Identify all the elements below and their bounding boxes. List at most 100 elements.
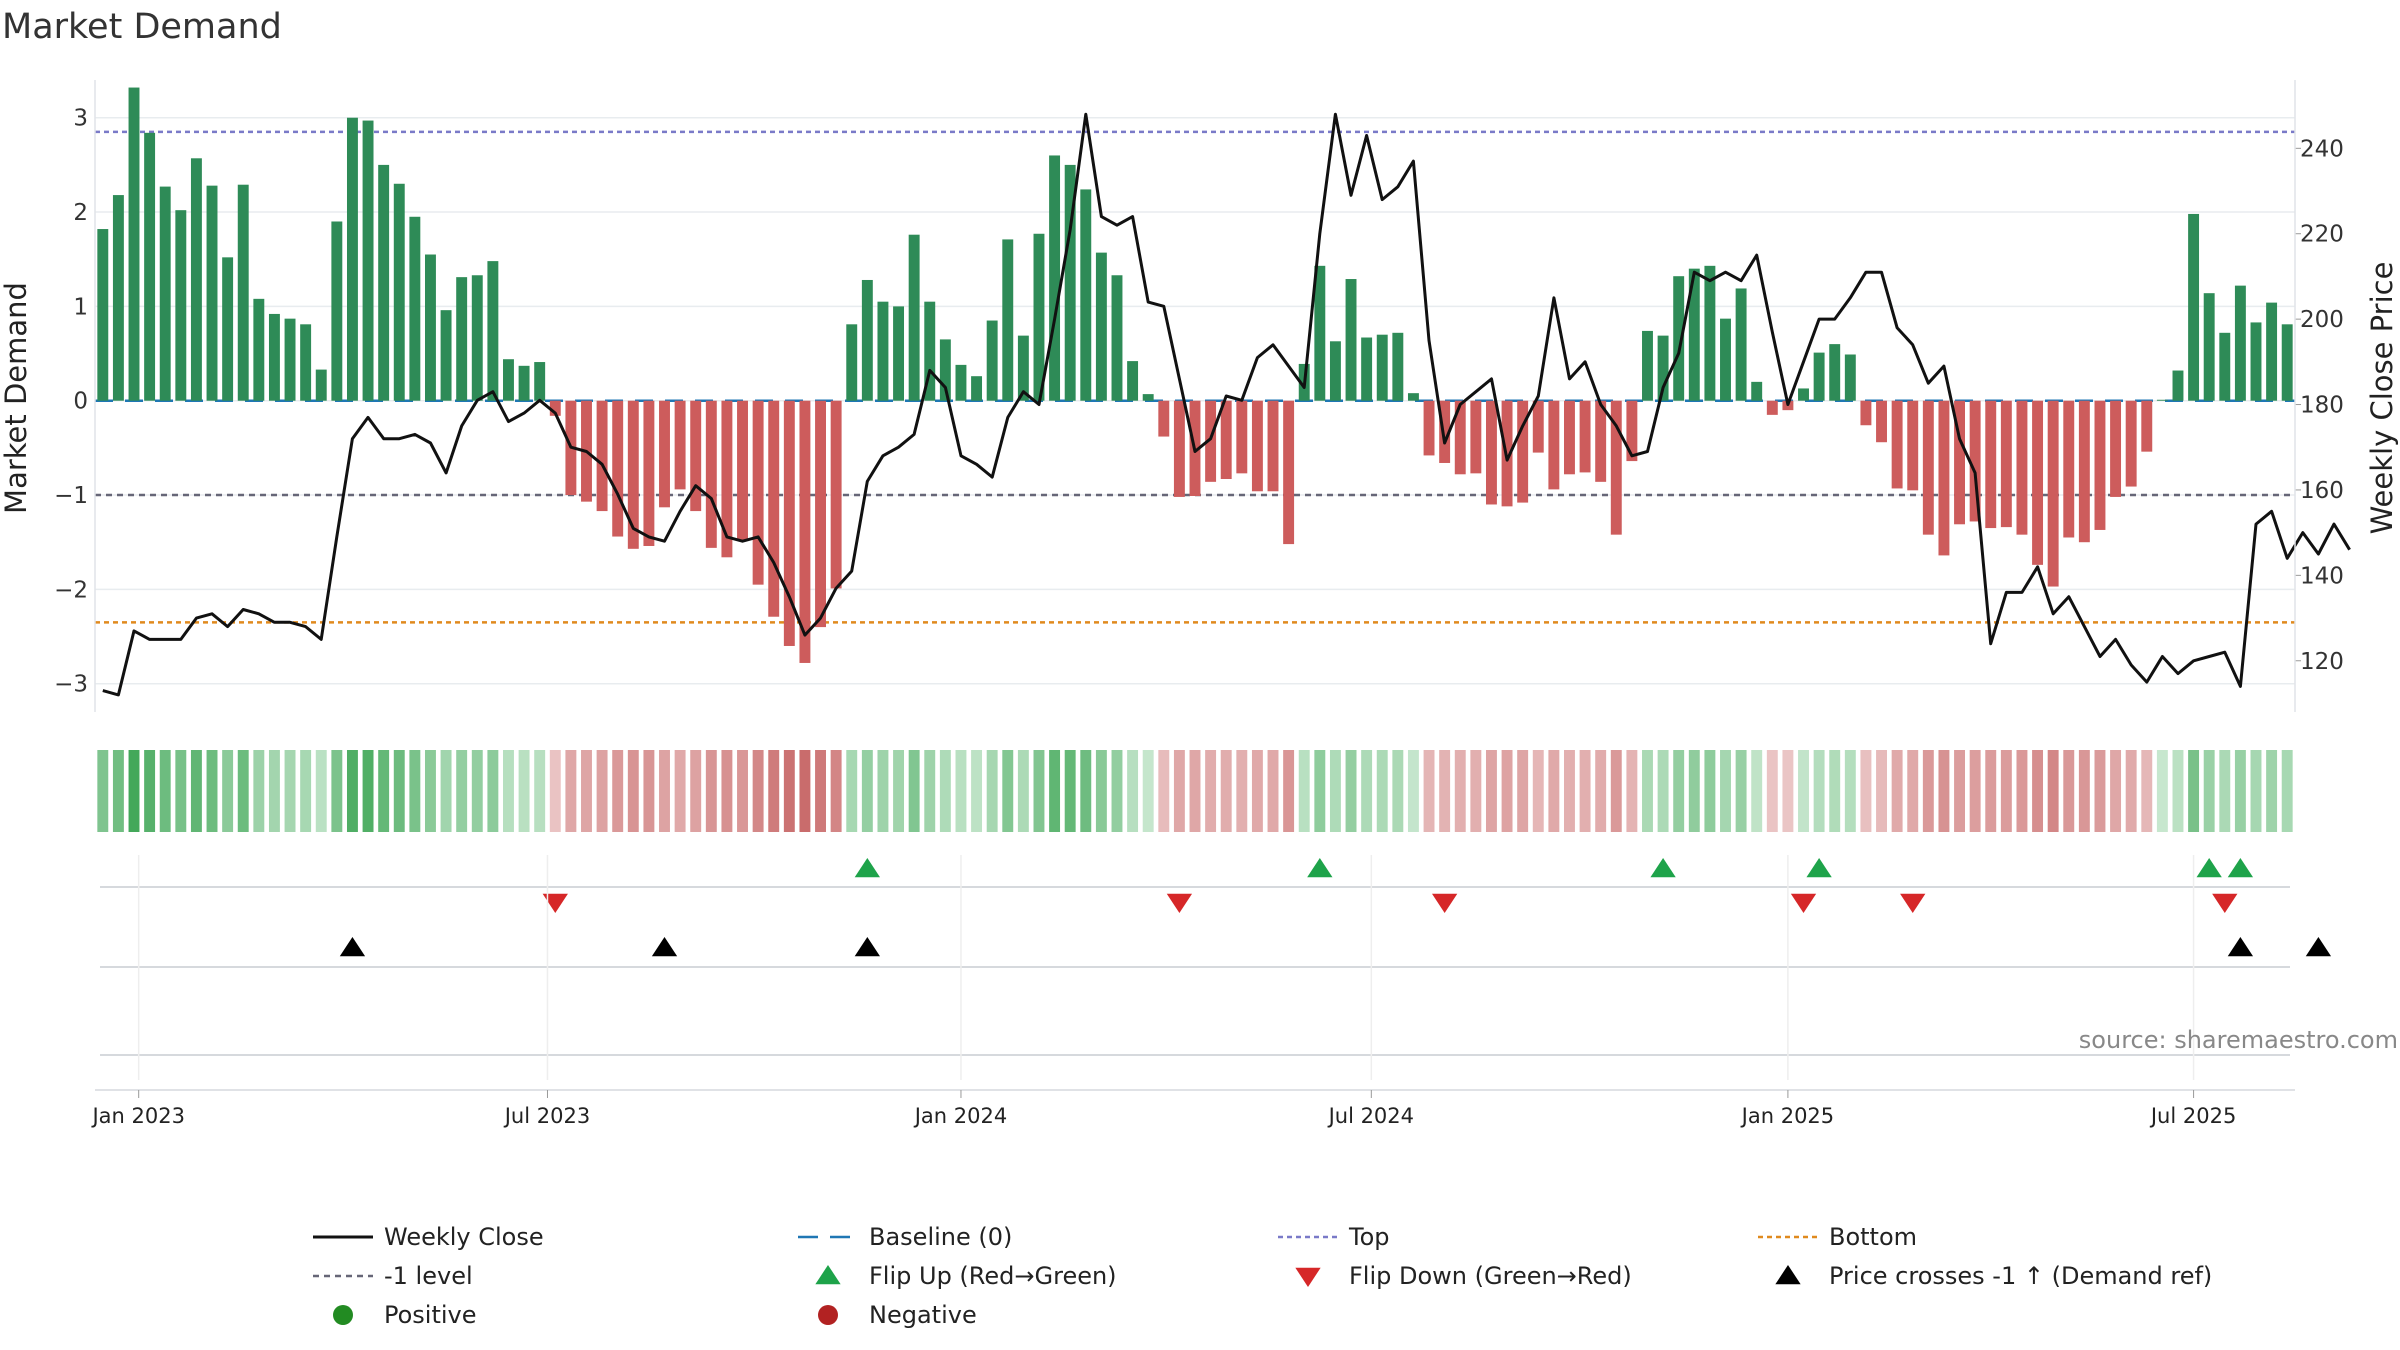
heat-cell	[1564, 750, 1575, 832]
demand-bar	[1844, 354, 1856, 401]
price-series	[102, 112, 2351, 697]
x-tick-label: Jul 2024	[1327, 1104, 1414, 1128]
demand-bar	[2000, 400, 2012, 528]
heat-cell	[1407, 750, 1419, 832]
y-right-tick-label: 160	[2300, 478, 2344, 504]
heat-cell	[1595, 750, 1607, 832]
heat-cell	[1766, 750, 1778, 832]
demand-bar	[1236, 400, 1248, 474]
demand-bar	[1314, 265, 1326, 401]
heat-cell	[830, 750, 842, 832]
legend-item-bottom: Bottom	[1758, 1223, 1917, 1251]
demand-bar	[346, 117, 358, 401]
demand-bar	[705, 400, 717, 548]
heat-cell	[112, 750, 124, 832]
heat-cell	[815, 750, 826, 832]
demand-bar	[1548, 400, 1560, 490]
price-cross-marker	[2305, 937, 2332, 957]
heat-cell	[2234, 750, 2246, 832]
demand-bar	[362, 120, 374, 401]
heat-cell	[1329, 750, 1341, 832]
demand-bar	[222, 257, 234, 401]
demand-bar	[534, 362, 546, 401]
x-tick-label: Jan 2024	[913, 1104, 1008, 1128]
demand-bar	[487, 261, 499, 401]
demand-bar	[1485, 400, 1497, 505]
y-right-tick-label: 200	[2300, 307, 2344, 333]
demand-bar	[409, 216, 421, 401]
heat-cell	[2110, 750, 2122, 832]
demand-bar	[1969, 400, 1981, 522]
demand-bar	[1891, 400, 1903, 489]
heat-cell	[596, 750, 608, 832]
heat-cell	[409, 750, 421, 832]
demand-heat-strip	[97, 750, 2293, 832]
demand-bar	[596, 400, 608, 512]
demand-bar	[2281, 324, 2293, 401]
y-left-tick-label: 1	[73, 294, 88, 320]
heat-cell	[2000, 750, 2012, 832]
demand-bar	[1407, 393, 1419, 401]
demand-bar	[284, 318, 296, 401]
demand-bar	[799, 400, 811, 663]
demand-bar	[2032, 400, 2044, 565]
heat-cell	[1798, 750, 1809, 832]
demand-bar	[1751, 381, 1763, 401]
legend-swatch	[1775, 1265, 1801, 1285]
demand-bar	[2172, 370, 2184, 401]
x-tick-label: Jul 2023	[503, 1104, 590, 1128]
heat-cell	[222, 750, 234, 832]
legend-item-flip-up: Flip Up (Red→Green)	[815, 1262, 1117, 1290]
demand-bar	[1361, 337, 1373, 401]
demand-bar	[986, 320, 998, 401]
flip-up-marker	[1307, 858, 1333, 878]
heat-cell	[690, 750, 702, 832]
demand-bar	[2016, 400, 2028, 535]
legend-label: Price crosses -1 ↑ (Demand ref)	[1829, 1262, 2212, 1290]
flip-down-marker	[2212, 893, 2238, 913]
demand-bar	[1579, 400, 1591, 473]
demand-bar	[1829, 344, 1841, 401]
demand-bar	[378, 164, 390, 401]
heat-cell	[2016, 750, 2028, 832]
x-tick-label: Jan 2023	[90, 1104, 185, 1128]
heat-cell	[1361, 750, 1373, 832]
demand-bar	[1704, 265, 1716, 401]
demand-bar	[1376, 334, 1388, 401]
flip-up-marker	[854, 858, 880, 878]
heat-cell	[393, 750, 405, 832]
legend-label: Positive	[384, 1301, 477, 1329]
heat-cell	[1189, 750, 1201, 832]
demand-bar	[1922, 400, 1934, 535]
demand-bar	[1267, 400, 1279, 492]
demand-bar	[237, 184, 249, 401]
demand-bar	[2203, 293, 2215, 401]
heat-cell	[425, 750, 436, 832]
demand-bar	[518, 365, 530, 401]
heat-cell	[2125, 750, 2137, 832]
heat-cell	[1579, 750, 1591, 832]
heat-cell	[1969, 750, 1981, 832]
demand-bar	[268, 313, 280, 401]
heat-cell	[1954, 750, 1965, 832]
demand-bar	[1127, 361, 1139, 401]
heat-cell	[1111, 750, 1123, 832]
demand-bars	[97, 87, 2293, 663]
demand-bar	[2234, 285, 2246, 401]
legend-item-negative: Negative	[818, 1301, 977, 1329]
heat-cell	[456, 750, 468, 832]
demand-bar	[393, 183, 405, 401]
heat-cell	[1080, 750, 1092, 832]
heat-cell	[1376, 750, 1388, 832]
demand-bar	[503, 359, 514, 401]
demand-bar	[159, 186, 171, 401]
heat-cell	[1314, 750, 1326, 832]
heat-cell	[1173, 750, 1185, 832]
price-cross-marker	[854, 937, 880, 957]
demand-bar	[206, 185, 218, 401]
y-right-tick-label: 140	[2300, 563, 2344, 589]
demand-bar	[1033, 233, 1045, 401]
heat-cell	[1127, 750, 1139, 832]
heat-cell	[565, 750, 577, 832]
demand-bar	[1673, 276, 1685, 401]
